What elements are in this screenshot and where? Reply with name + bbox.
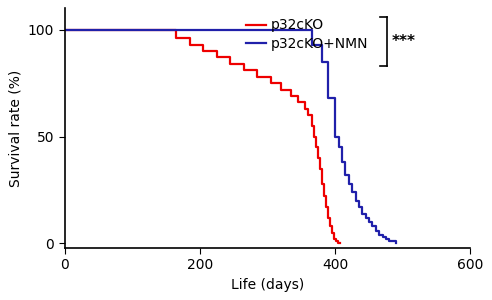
Y-axis label: Survival rate (%): Survival rate (%): [8, 69, 22, 187]
X-axis label: Life (days): Life (days): [231, 278, 304, 292]
Text: ***: ***: [392, 34, 416, 49]
Legend: p32cKO, p32cKO+NMN: p32cKO, p32cKO+NMN: [241, 13, 374, 56]
